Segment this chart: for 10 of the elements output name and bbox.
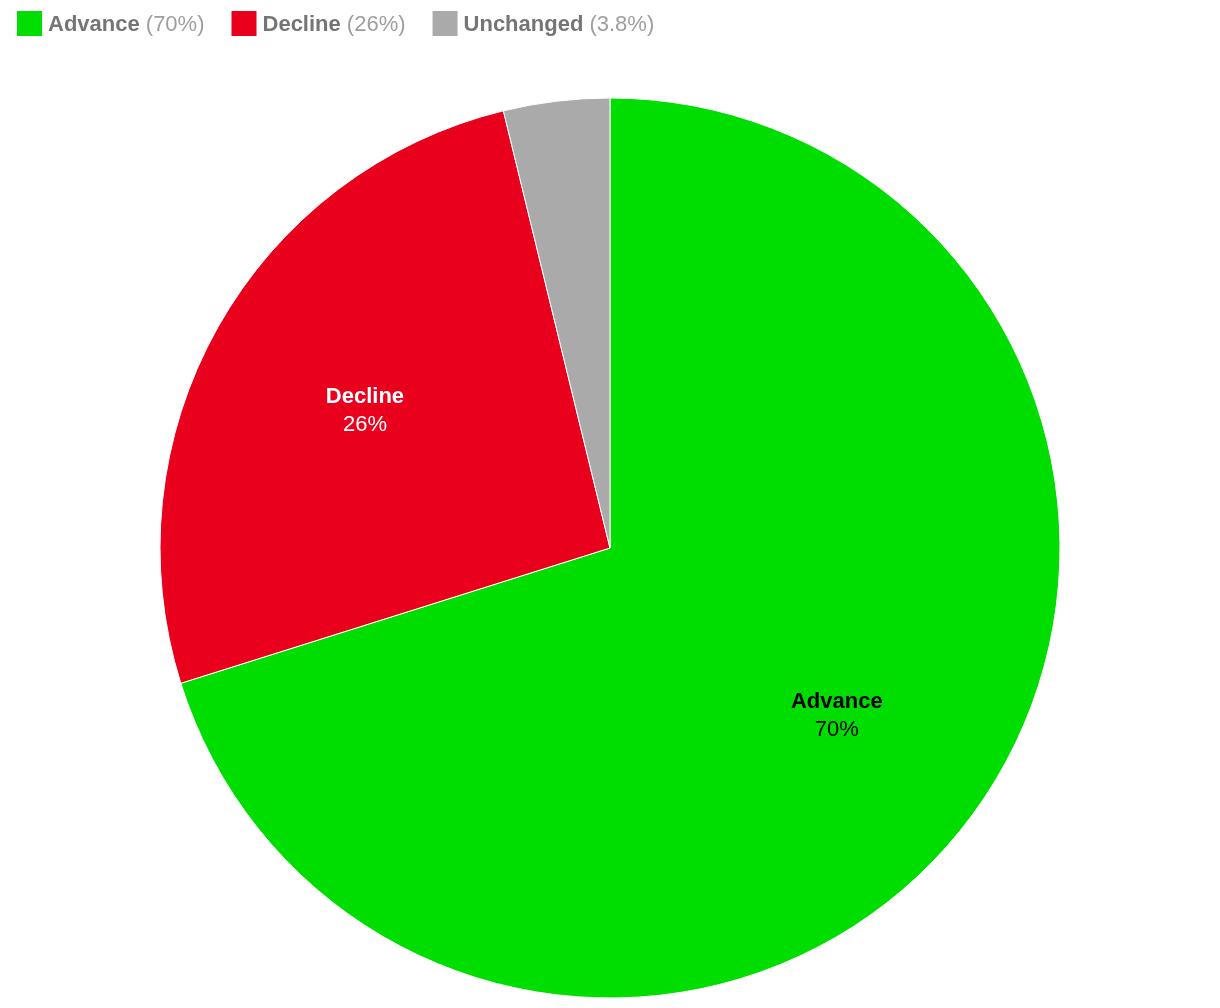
legend-label: Decline [262, 11, 341, 36]
data-label: 70% [814, 715, 859, 741]
slice-label: Advance [790, 687, 883, 713]
legend-label: Unchanged [463, 11, 584, 36]
data-label: 26% [342, 411, 387, 437]
slice-label: Decline [325, 383, 405, 409]
text: (70%) [145, 11, 205, 36]
legend-label: Advance [48, 11, 140, 36]
text: (3.8%) [589, 11, 655, 36]
text: (26%) [346, 11, 406, 36]
